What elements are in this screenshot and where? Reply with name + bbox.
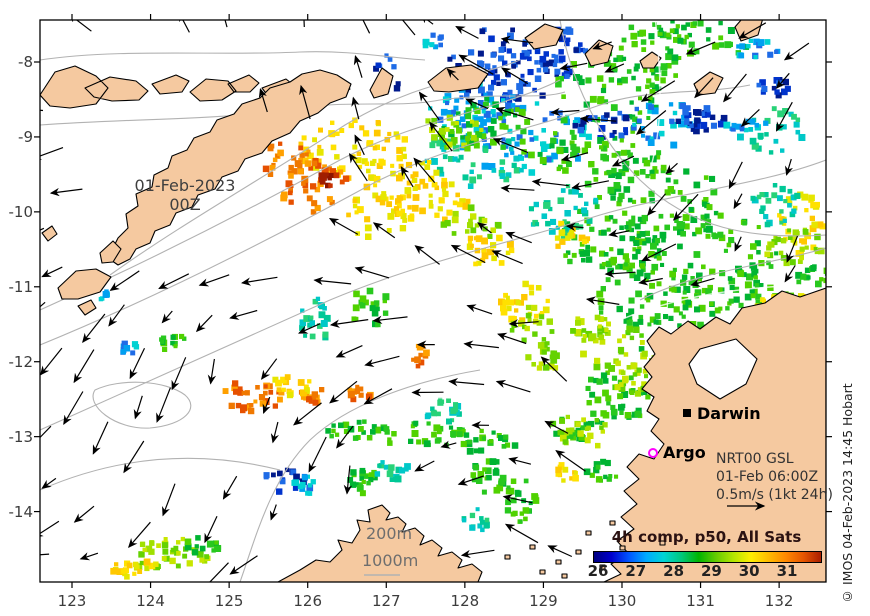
australia-land — [603, 287, 826, 582]
y-tick-label: -10 — [8, 202, 34, 221]
darwin-marker — [683, 409, 691, 417]
analysis-hour: 00Z — [169, 195, 201, 214]
current-vector-arrows — [40, 20, 810, 582]
x-tick-label: 129 — [529, 592, 558, 610]
contour-depth-1000m-label: 1000m — [362, 551, 419, 570]
y-tick-label: -8 — [18, 53, 33, 71]
plot-border — [39, 19, 827, 583]
islet — [659, 540, 666, 546]
x-tick-label: 127 — [371, 592, 401, 610]
imos-credit-watermark: © IMOS 04-Feb-2023 14:45 Hobart — [840, 383, 855, 604]
islet — [539, 569, 546, 575]
islet — [619, 545, 626, 551]
colorbar-title: 4h comp, p50, All Sats — [611, 528, 802, 546]
islet — [575, 549, 582, 555]
x-tick-label: 128 — [450, 592, 480, 610]
x-tick-label: 123 — [57, 592, 87, 610]
colorbar-tick-label: 28 — [663, 562, 685, 580]
islet — [599, 564, 606, 570]
x-tick-label: 132 — [764, 592, 794, 610]
y-tick-label: -11 — [8, 277, 34, 296]
argo-float-label: Argo — [663, 443, 706, 462]
x-tick-label: 125 — [214, 592, 244, 610]
kimberley-coast-land — [277, 504, 483, 582]
rote-islands-land — [41, 225, 122, 316]
colorbar-tick-label: 29 — [700, 562, 722, 580]
colorbar-tick-label: 30 — [738, 562, 760, 580]
vector-scale: 0.5m/s (1kt 24h) — [716, 487, 833, 503]
y-tick-label: -12 — [8, 352, 34, 371]
colorbar-tick-label: 31 — [776, 562, 798, 580]
y-tick-label: -13 — [8, 427, 34, 446]
map-layers — [40, 20, 826, 582]
land-masses — [40, 20, 826, 582]
y-tick-label: -9 — [18, 127, 33, 146]
argo-marker — [648, 448, 658, 458]
islet — [555, 559, 562, 565]
islet — [529, 544, 536, 550]
product-time: 01-Feb 06:00Z — [716, 469, 819, 485]
islet — [609, 520, 616, 526]
swath-track-lines — [394, 20, 801, 413]
colorbar-tick-label: 27 — [625, 562, 647, 580]
axis-ticks — [34, 14, 832, 588]
colorbar-gradient — [593, 551, 822, 563]
analysis-date: 01-Feb-2023 — [134, 176, 236, 195]
x-tick-label: 130 — [607, 592, 637, 610]
x-tick-label: 131 — [686, 592, 715, 610]
y-tick-label: -14 — [8, 502, 34, 521]
colorbar-tick-label: 26 — [587, 562, 609, 580]
islet — [504, 554, 511, 560]
van-diemen-gulf — [688, 338, 758, 400]
contour-depth-200m-label: 200m — [366, 524, 413, 543]
darwin-city-label: Darwin — [697, 404, 761, 423]
analysis-date-overlay: 01-Feb-2023 00Z — [123, 176, 247, 214]
islet — [561, 573, 568, 579]
x-tick-label: 126 — [293, 592, 323, 610]
islet — [585, 530, 592, 536]
product-info-box: NRT00 GSL 01-Feb 06:00Z 0.5m/s (1kt 24h) — [716, 450, 833, 504]
timor-island-land — [107, 69, 352, 266]
product-name: NRT00 GSL — [716, 451, 794, 467]
x-tick-label: 124 — [136, 592, 165, 610]
